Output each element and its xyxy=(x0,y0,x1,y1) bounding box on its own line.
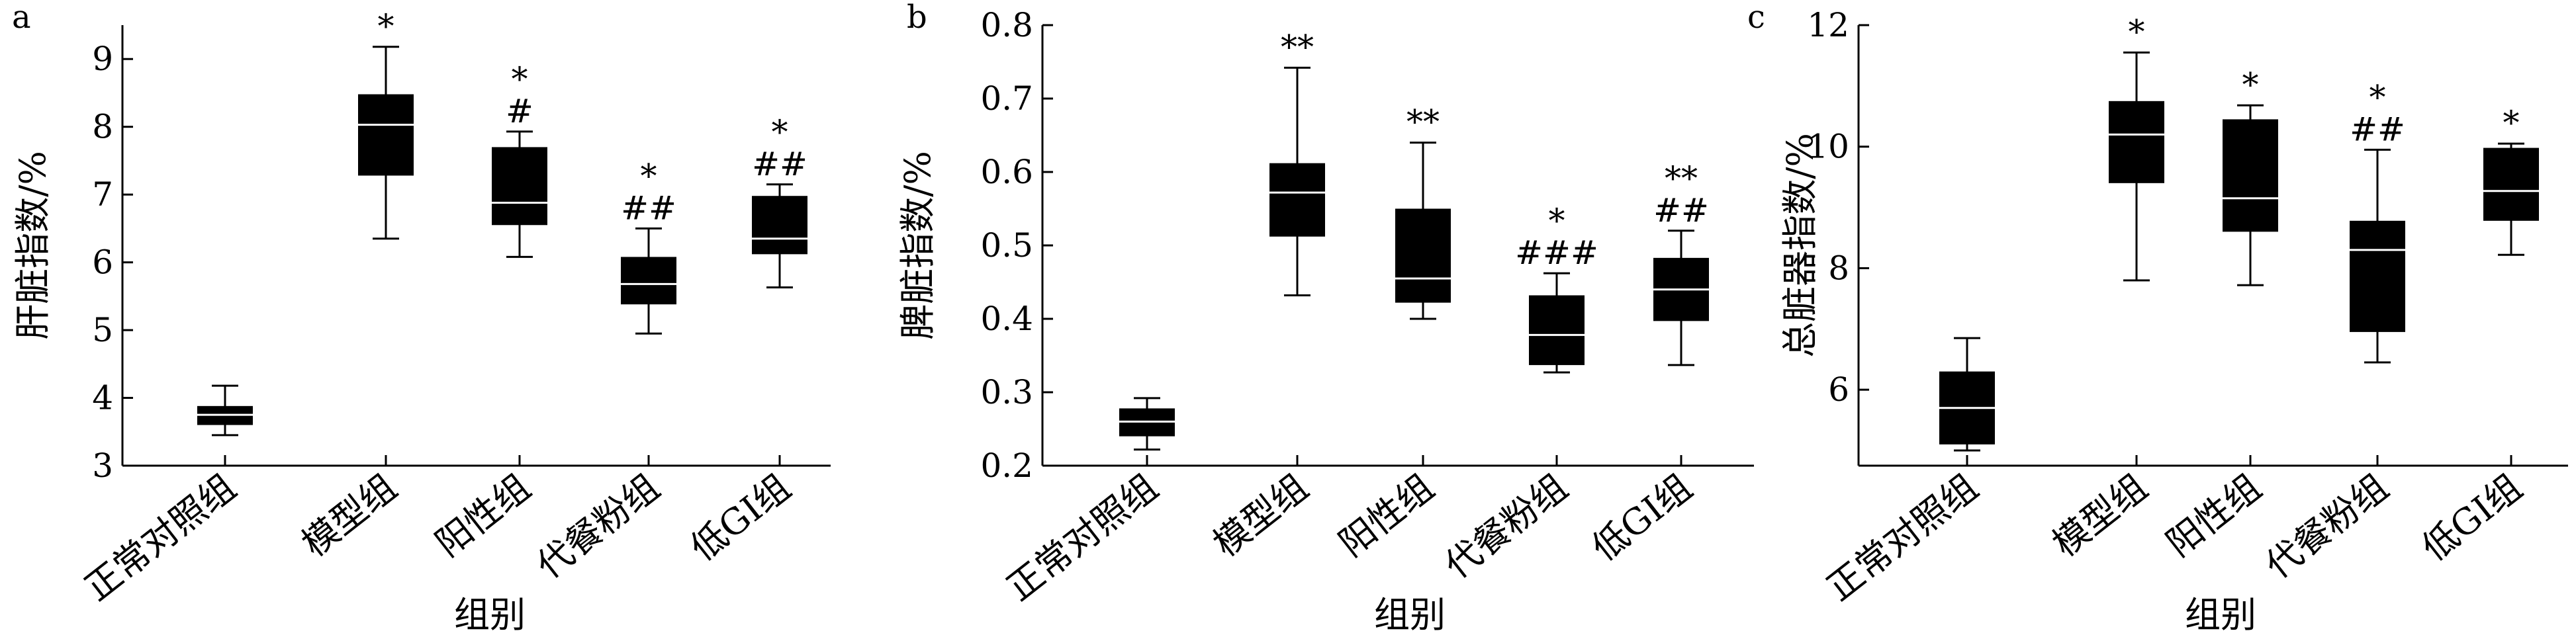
significance-mark: ### xyxy=(1515,233,1598,272)
box-iqr xyxy=(492,147,547,226)
y-tick-label: 0.6 xyxy=(980,153,1033,191)
box-3: *## xyxy=(2350,78,2405,364)
significance-mark: ** xyxy=(1665,159,1698,198)
x-tick-label: 阳性组 xyxy=(1332,466,1442,565)
box-0 xyxy=(1939,337,1995,452)
significance-mark: # xyxy=(506,92,533,130)
x-tick-label: 模型组 xyxy=(1206,466,1316,565)
x-tick-label: 代餐粉组 xyxy=(529,466,667,587)
box-iqr xyxy=(621,257,676,305)
significance-mark: * xyxy=(378,7,394,46)
box-2: ** xyxy=(1395,103,1451,320)
significance-mark: * xyxy=(2369,78,2386,116)
box-2: *# xyxy=(492,60,547,258)
y-tick-label: 6 xyxy=(92,243,113,282)
x-tick-label: 代餐粉组 xyxy=(1437,466,1575,587)
y-tick-label: 0.3 xyxy=(980,373,1033,411)
box-iqr xyxy=(2483,148,2539,221)
box-3: *### xyxy=(1515,202,1598,374)
y-axis-label: 肝脏指数/% xyxy=(12,151,54,340)
y-tick-label: 9 xyxy=(92,40,113,78)
chart-panel-b: b 0.2 0.3 0.4 0.5 0.6 0.7 0.8 脾脏指数/% 组别 正常对照组 模型组 阳性… xyxy=(897,0,1754,635)
x-axis-label: 组别 xyxy=(2185,594,2256,635)
y-tick-label: 12 xyxy=(1807,6,1849,44)
x-tick-label: 代餐粉组 xyxy=(2258,466,2396,587)
significance-mark: * xyxy=(772,113,788,151)
significance-mark: * xyxy=(2242,65,2259,104)
box-iqr xyxy=(1529,295,1585,365)
x-tick-label: 正常对照组 xyxy=(77,466,244,609)
box-0 xyxy=(1119,397,1175,451)
x-tick-label: 低GI组 xyxy=(1584,466,1700,570)
y-axis-label: 总脏器指数/% xyxy=(1779,133,1821,358)
box-4: * xyxy=(2483,104,2539,256)
box-iqr xyxy=(1395,208,1451,303)
significance-mark: * xyxy=(2503,104,2520,142)
box-iqr xyxy=(752,196,807,255)
panel-label: b xyxy=(907,0,927,36)
x-tick-label: 正常对照组 xyxy=(999,466,1166,609)
x-axis-label: 组别 xyxy=(454,594,526,635)
box-3: *## xyxy=(621,157,676,335)
y-tick-label: 8 xyxy=(1828,249,1849,287)
significance-mark: ## xyxy=(752,145,807,183)
panel-label: c xyxy=(1747,0,1765,36)
panel-label: a xyxy=(12,0,31,36)
y-tick-label: 0.4 xyxy=(980,300,1033,338)
y-tick-label: 4 xyxy=(92,379,113,417)
x-tick-label: 模型组 xyxy=(295,466,404,565)
significance-mark: * xyxy=(641,157,657,195)
box-1: ** xyxy=(1269,28,1325,296)
y-tick-label: 0.8 xyxy=(980,6,1033,44)
y-tick-label: 8 xyxy=(92,108,113,146)
box-2: * xyxy=(2223,65,2278,286)
box-1: * xyxy=(358,7,414,240)
significance-mark: ## xyxy=(2350,110,2405,148)
x-tick-label: 阳性组 xyxy=(2159,466,2269,565)
significance-mark: ## xyxy=(621,189,676,227)
x-tick-label: 正常对照组 xyxy=(1819,466,1986,609)
y-tick-label: 10 xyxy=(1807,128,1849,166)
box-0 xyxy=(197,384,253,437)
y-tick-label: 5 xyxy=(92,311,113,349)
significance-mark: * xyxy=(2129,13,2145,51)
significance-mark: ## xyxy=(1653,191,1709,230)
significance-mark: * xyxy=(512,60,528,99)
y-tick-label: 6 xyxy=(1828,370,1849,409)
significance-mark: * xyxy=(1549,202,1565,240)
y-tick-label: 7 xyxy=(92,175,113,214)
y-tick-label: 3 xyxy=(92,446,113,485)
significance-mark: ** xyxy=(1281,28,1314,66)
x-tick-label: 模型组 xyxy=(2045,466,2155,565)
box-1: * xyxy=(2109,13,2164,282)
x-axis-label: 组别 xyxy=(1374,594,1446,635)
y-axis-label: 脾脏指数/% xyxy=(897,151,939,340)
x-tick-label: 阳性组 xyxy=(428,466,538,565)
box-4: **## xyxy=(1653,159,1709,366)
box-iqr xyxy=(2350,220,2405,332)
y-tick-label: 0.5 xyxy=(980,226,1033,265)
x-tick-label: 低GI组 xyxy=(682,466,798,570)
significance-mark: ** xyxy=(1406,103,1440,142)
box-iqr xyxy=(1269,163,1325,237)
box-iqr xyxy=(2109,101,2164,183)
x-tick-label: 低GI组 xyxy=(2414,466,2530,570)
box-4: *## xyxy=(752,113,807,289)
y-tick-label: 0.2 xyxy=(980,446,1033,485)
box-iqr xyxy=(358,94,414,176)
box-iqr xyxy=(2223,119,2278,232)
y-tick-label: 0.7 xyxy=(980,79,1033,118)
